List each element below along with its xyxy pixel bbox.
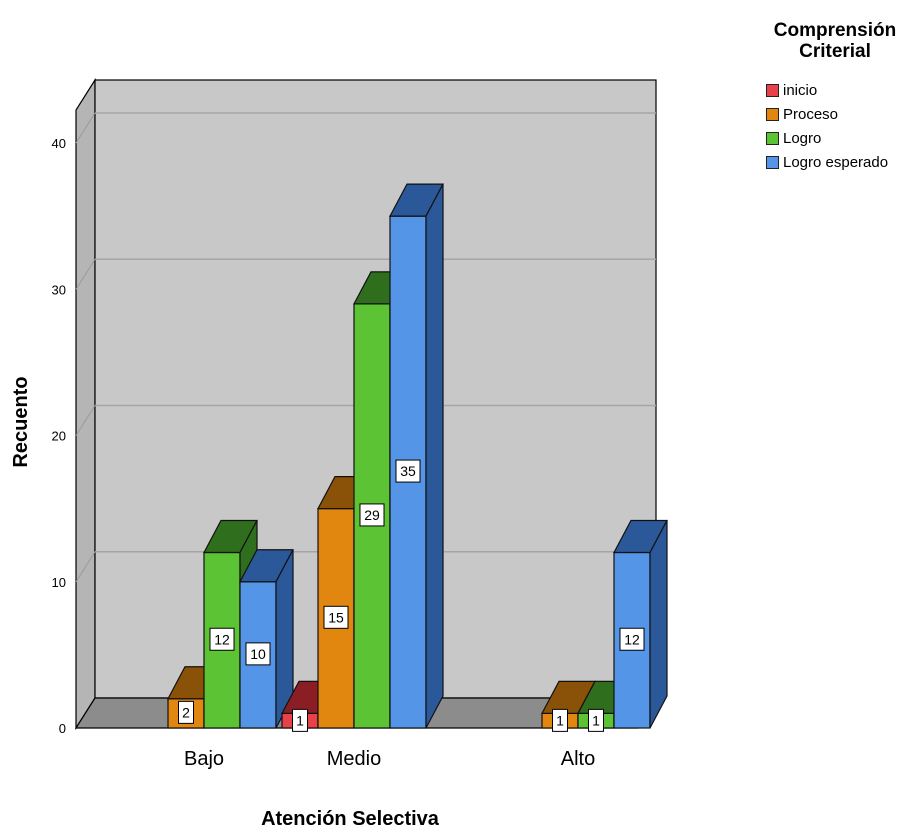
data-label: 12 [624, 631, 640, 647]
legend-items: inicio Proceso Logro Logro esperado [766, 78, 906, 174]
data-label: 35 [400, 463, 416, 479]
x-axis-ticks: Bajo Medio Alto [184, 748, 595, 770]
bar: 10 [239, 549, 294, 729]
data-label-box [209, 627, 235, 651]
data-label: 1 [556, 712, 564, 728]
x-tick-label: Alto [561, 748, 595, 770]
legend-item: Logro [766, 126, 906, 150]
gridline-side [75, 112, 96, 144]
y-tick-label: 40 [52, 136, 66, 151]
bar-side [649, 520, 668, 729]
legend-swatch [766, 107, 779, 121]
data-label-box [292, 708, 308, 732]
data-label: 29 [364, 507, 380, 523]
data-label-box [245, 642, 271, 666]
data-label-box [619, 627, 645, 651]
data-label-box [395, 459, 421, 483]
legend-swatch [766, 131, 779, 145]
bar: 35 [389, 183, 444, 729]
y-tick-label: 10 [52, 575, 66, 590]
x-axis-title: Atención Selectiva [261, 808, 440, 830]
legend-label: Proceso [783, 105, 839, 123]
legend-label: Logro esperado [783, 153, 889, 171]
data-label: 1 [592, 712, 600, 728]
data-label-box [588, 708, 604, 732]
data-label: 1 [296, 712, 304, 728]
data-label: 10 [250, 646, 266, 662]
y-axis-title: Recuento [10, 376, 32, 467]
y-axis-ticks: 0 10 20 30 40 [52, 136, 66, 736]
legend-label: Logro [783, 129, 822, 147]
data-label: 15 [328, 609, 344, 625]
y-tick-label: 30 [52, 282, 66, 297]
legend-title: Comprensión Criterial [773, 20, 897, 62]
bars: 2 12 10 1 15 29 35 1 1 12 [167, 183, 668, 732]
legend-swatch [766, 155, 779, 169]
x-tick-label: Bajo [184, 748, 224, 770]
gridline-side [75, 258, 96, 290]
legend: Comprensión Criterial inicio Proceso Logro… [766, 20, 906, 174]
data-label-box [323, 605, 349, 629]
legend-swatch [766, 83, 779, 97]
bar: 12 [613, 519, 668, 729]
legend-item: Logro esperado [766, 150, 906, 174]
data-label-box [552, 708, 568, 732]
gridline-side [75, 405, 96, 436]
legend-item: inicio [766, 78, 906, 102]
data-label-box [178, 700, 194, 724]
x-tick-label: Medio [327, 748, 381, 770]
y-tick-label: 20 [52, 429, 66, 444]
left-wall [75, 77, 96, 731]
data-label-box [359, 503, 385, 527]
legend-item: Proceso [766, 102, 906, 126]
legend-label: inicio [783, 81, 818, 99]
y-tick-label: 0 [59, 721, 66, 736]
gridline-side [75, 551, 96, 583]
data-label: 2 [182, 704, 190, 720]
data-label: 12 [214, 631, 230, 647]
bar-side [425, 183, 444, 729]
